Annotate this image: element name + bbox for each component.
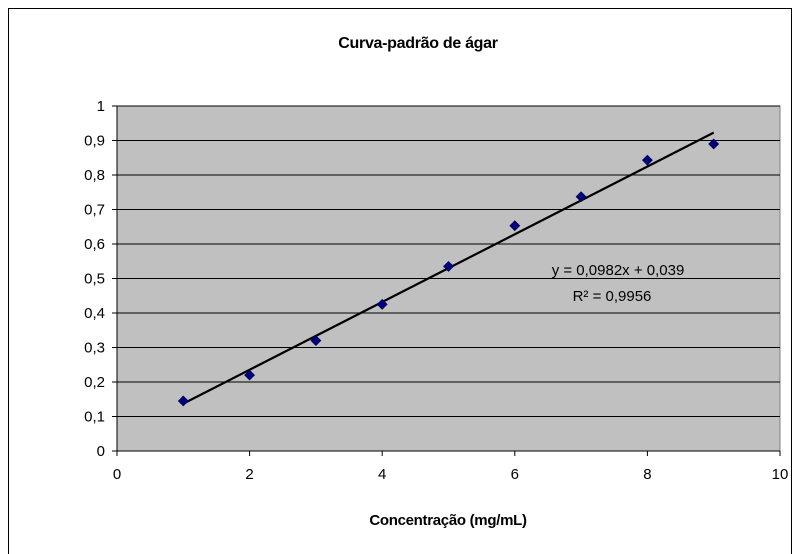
y-tick-label: 0,5: [84, 271, 105, 288]
x-tick-label: 2: [245, 466, 253, 483]
data-point: [244, 369, 256, 381]
y-tick-label: 0,6: [84, 236, 105, 253]
data-point: [443, 261, 454, 272]
y-tick-label: 0,4: [84, 305, 105, 322]
y-tick-label: 0,7: [84, 202, 105, 219]
r-squared-label: R² = 0,9956: [573, 288, 652, 305]
y-tick-labels: 0 0,1 0,2 0,3 0,4 0,5 0,6 0,7 0,8 0,9 1: [84, 98, 105, 460]
y-tick-label: 1: [97, 98, 105, 115]
y-tick-label: 0,9: [84, 133, 105, 150]
x-tick-label: 6: [511, 466, 519, 483]
x-tick-labels: 0 2 4 6 8 10: [113, 466, 789, 483]
axes: [112, 105, 781, 456]
y-tick-label: 0: [97, 443, 105, 460]
data-point: [641, 154, 653, 166]
data-point: [575, 191, 587, 203]
x-tick-label: 10: [772, 466, 789, 483]
data-point: [376, 298, 388, 310]
gridlines: [117, 105, 780, 417]
x-axis-title: Concentração (mg/mL): [369, 512, 527, 529]
data-points: [177, 138, 720, 407]
data-point: [509, 220, 521, 232]
chart-title: Curva-padrão de ágar: [338, 35, 497, 52]
data-point: [708, 138, 720, 150]
trendline-equation: y = 0,0982x + 0,039: [552, 262, 685, 279]
y-tick-label: 0,3: [84, 340, 105, 357]
x-tick-label: 0: [113, 466, 121, 483]
y-axis-title: Absorbância (nm): [39, 208, 56, 331]
y-tick-label: 0,1: [84, 409, 105, 426]
chart-frame: [8, 8, 792, 554]
data-point: [310, 335, 322, 347]
y-tick-label: 0,8: [84, 167, 105, 184]
x-tick-label: 8: [643, 466, 651, 483]
y-tick-label: 0,2: [84, 374, 105, 391]
data-point: [177, 395, 189, 407]
x-tick-label: 4: [378, 466, 386, 483]
